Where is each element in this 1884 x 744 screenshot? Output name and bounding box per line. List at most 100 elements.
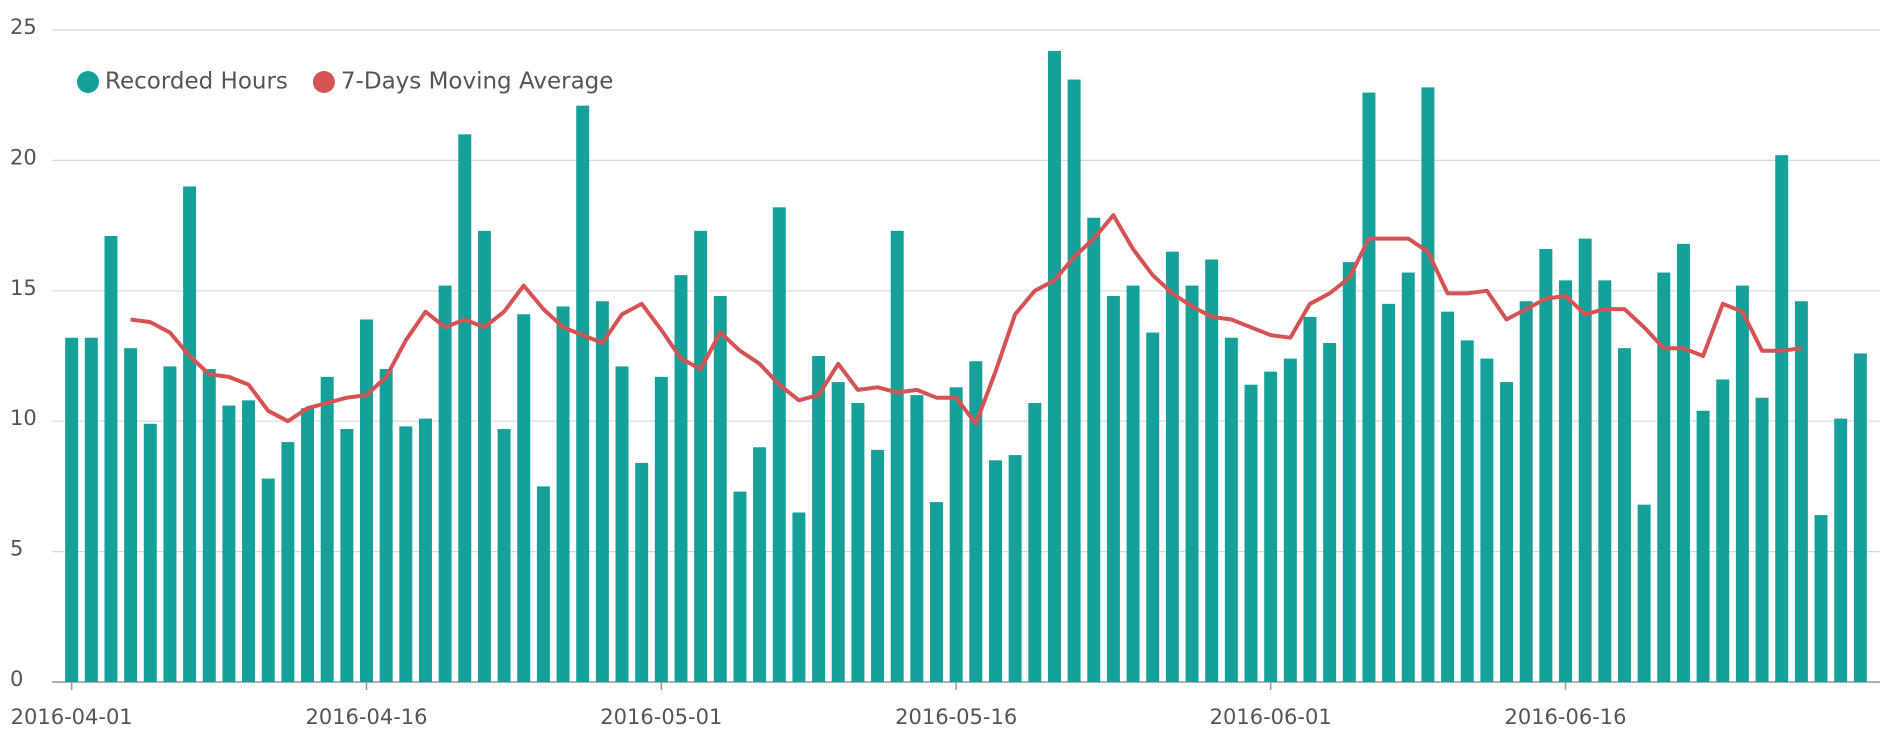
bar <box>360 319 373 682</box>
bar <box>320 376 334 682</box>
bar <box>988 460 1002 682</box>
bar <box>949 387 963 682</box>
bar <box>1598 280 1612 682</box>
bar <box>1441 311 1455 682</box>
bar <box>1421 87 1435 683</box>
y-tick-label: 15 <box>10 276 37 300</box>
line <box>130 213 1802 426</box>
x-tick-label: 2016-05-16 <box>895 705 1017 729</box>
bar <box>674 275 688 682</box>
bar <box>1342 262 1356 682</box>
bar <box>1735 285 1749 682</box>
bar <box>635 462 649 682</box>
bar <box>1775 155 1789 682</box>
x-tick-label: 2016-06-01 <box>1210 705 1332 729</box>
bar <box>1676 243 1690 682</box>
bar <box>143 423 157 682</box>
bar <box>1617 348 1631 682</box>
bar <box>1185 285 1199 682</box>
x-tick-label: 2016-04-16 <box>305 705 427 729</box>
bar <box>261 478 275 682</box>
bar <box>1067 79 1081 682</box>
bar <box>1539 249 1553 682</box>
bar <box>733 491 747 682</box>
bar <box>418 418 432 682</box>
bar <box>1480 358 1494 682</box>
bar <box>379 369 393 682</box>
bar <box>1657 272 1671 682</box>
x-tick-label: 2016-05-01 <box>600 705 722 729</box>
bar <box>536 486 550 682</box>
bar <box>163 366 177 682</box>
bar <box>202 369 216 682</box>
bar <box>1716 379 1730 682</box>
x-tick-label: 2016-04-01 <box>11 705 133 729</box>
x-tick-label: 2016-06-16 <box>1504 705 1626 729</box>
bar <box>281 442 295 682</box>
bar <box>1578 238 1592 682</box>
bar <box>1637 504 1651 682</box>
bar <box>1165 251 1179 682</box>
bar <box>1008 455 1022 682</box>
bar <box>458 134 472 682</box>
bar <box>222 405 236 682</box>
bar <box>301 408 315 682</box>
bar <box>1460 340 1474 682</box>
bar <box>1028 402 1042 682</box>
bar <box>890 230 904 683</box>
bar <box>1224 337 1238 682</box>
bar <box>595 301 609 682</box>
bar <box>517 314 531 682</box>
bar <box>242 400 256 682</box>
bar <box>969 361 983 682</box>
bar <box>438 285 452 682</box>
bar <box>1696 410 1710 682</box>
bar <box>104 236 118 683</box>
bar <box>812 356 826 682</box>
bar <box>1264 371 1278 682</box>
bar <box>1087 217 1101 682</box>
bar <box>1401 272 1415 682</box>
y-tick-label: 25 <box>10 15 37 39</box>
bar <box>851 402 865 682</box>
bar <box>1283 358 1297 682</box>
bar <box>831 382 845 682</box>
bar <box>497 429 511 682</box>
bar <box>1047 50 1061 682</box>
bar <box>753 447 767 682</box>
bar <box>1559 280 1572 682</box>
legend-label: Recorded Hours <box>105 69 288 95</box>
bar <box>1146 332 1160 682</box>
legend-label: 7-Days Moving Average <box>341 69 614 95</box>
bar <box>694 230 708 683</box>
bar <box>1834 418 1848 682</box>
bar <box>1755 397 1769 682</box>
legend-marker <box>312 71 335 93</box>
bar <box>930 502 944 682</box>
bar <box>183 186 197 683</box>
bar <box>1794 301 1808 682</box>
y-tick-label: 5 <box>10 537 23 561</box>
legend-marker <box>77 71 99 93</box>
bar <box>1814 515 1828 682</box>
bar <box>556 306 570 682</box>
bar <box>1362 92 1376 683</box>
bar <box>713 296 727 682</box>
bar <box>1126 285 1140 682</box>
bar <box>399 426 413 682</box>
bar <box>1382 303 1396 682</box>
bar <box>1323 342 1337 682</box>
bar <box>65 337 79 682</box>
bar <box>792 512 806 682</box>
bar <box>477 230 491 683</box>
bar <box>615 366 629 682</box>
bar <box>1303 316 1317 682</box>
y-tick-label: 10 <box>10 406 37 430</box>
bar <box>340 429 354 682</box>
bar <box>84 337 98 682</box>
bar <box>772 207 786 682</box>
bar <box>654 376 668 682</box>
y-tick-label: 0 <box>10 667 23 691</box>
bar <box>576 105 590 682</box>
